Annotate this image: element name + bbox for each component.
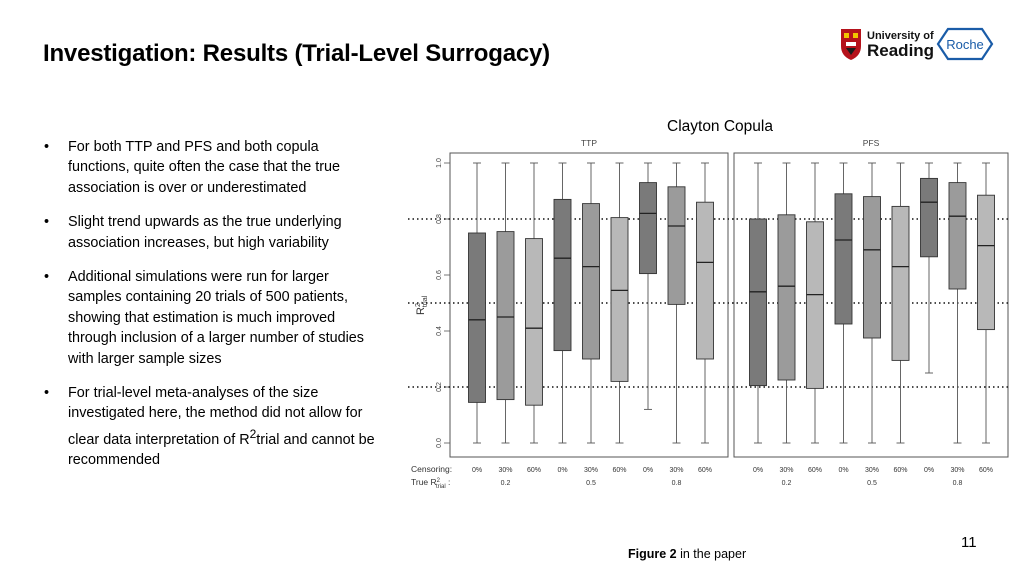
bullet-item: • For trial-level meta-analyses of the si… <box>44 383 384 470</box>
box <box>667 186 686 305</box>
box <box>977 194 995 331</box>
roche-text: Roche <box>946 37 984 52</box>
bullet-text: Additional simulations were run for larg… <box>68 269 364 367</box>
y-axis-label: R2trial <box>415 295 429 315</box>
university-name-line1: University of <box>867 30 934 42</box>
censoring-label: 60% <box>527 467 541 474</box>
bullet-text: Slight trend upwards as the true underly… <box>68 214 342 251</box>
true-r2-label: 0.8 <box>672 480 682 487</box>
y-tick-label: 0.0 <box>436 438 443 448</box>
true-r2-row-label: True R2 trial : <box>411 477 450 490</box>
box <box>891 205 910 361</box>
censoring-label: 0% <box>924 467 934 474</box>
censoring-label: 30% <box>498 467 512 474</box>
box <box>553 198 572 352</box>
bullet-dot: • <box>44 214 50 231</box>
y-axis-label-sup: 2 <box>415 303 422 307</box>
panel-title: TTP <box>581 138 597 148</box>
box <box>920 177 938 258</box>
censoring-label: 30% <box>584 467 598 474</box>
panel-frame <box>733 152 1009 458</box>
boxplot-chart: TTP PFS 0.0 0.2 0.4 0.6 0.8 1.0 R2trial Censoring… <box>408 138 1010 490</box>
censoring-label: 30% <box>669 467 683 474</box>
true-r2-colon: : <box>446 477 451 487</box>
bullet-dot: • <box>44 139 50 155</box>
censoring-label: 30% <box>779 467 793 474</box>
box <box>582 203 600 360</box>
bullet-text-pre: For trial-level meta-analyses of the siz… <box>68 385 363 448</box>
logos: University of Reading Roche <box>838 24 994 64</box>
box <box>948 182 967 290</box>
true-r2-label: 0.5 <box>586 480 596 487</box>
censoring-label: 0% <box>838 467 848 474</box>
bullet-text-post: trial and cannot be recommended <box>68 431 375 469</box>
panel-frame <box>449 152 729 458</box>
bullet-dot: • <box>44 385 50 402</box>
box <box>863 196 881 339</box>
panel-title: PFS <box>863 138 880 148</box>
box <box>806 221 824 389</box>
y-tick-label: 0.4 <box>436 326 443 336</box>
caption-figure-ref: Figure 2 <box>628 547 677 561</box>
page-number: 11 <box>961 534 977 551</box>
bullet-item: • Additional simulations were run for lar… <box>44 267 384 369</box>
box <box>525 238 543 406</box>
bullet-text: For both TTP and PFS and both copula fun… <box>68 139 341 196</box>
box <box>610 217 629 382</box>
chart-heading: Clayton Copula <box>667 118 773 135</box>
box <box>834 193 853 325</box>
censoring-label: 0% <box>643 467 653 474</box>
figure-caption: Figure 2 in the paper <box>628 547 746 561</box>
censoring-label: 30% <box>865 467 879 474</box>
bullet-item: • For both TTP and PFS and both copula fu… <box>44 137 384 198</box>
censoring-row-label: Censoring: <box>411 464 452 474</box>
true-r2-label: 0.2 <box>782 480 792 487</box>
censoring-label: 60% <box>698 467 712 474</box>
censoring-label: 0% <box>472 467 482 474</box>
box <box>777 214 796 381</box>
caption-text: in the paper <box>676 547 747 561</box>
true-r2-label: 0.2 <box>501 480 511 487</box>
y-tick-label: 1.0 <box>436 158 443 168</box>
slide-title: Investigation: Results (Trial-Level Surr… <box>43 40 550 67</box>
bullet-list: • For both TTP and PFS and both copula fu… <box>44 137 384 484</box>
censoring-label: 30% <box>950 467 964 474</box>
censoring-label: 60% <box>979 467 993 474</box>
y-tick-label: 0.6 <box>436 270 443 280</box>
bullet-dot: • <box>44 269 50 286</box>
box <box>468 232 486 403</box>
box <box>749 218 767 387</box>
box <box>496 231 515 401</box>
censoring-label: 60% <box>612 467 626 474</box>
censoring-label: 0% <box>557 467 567 474</box>
roche-logo: Roche <box>936 27 994 61</box>
true-r2-sup: 2 <box>437 478 441 484</box>
bullet-superscript: 2 <box>249 426 257 441</box>
true-r2-sub: trial <box>436 484 446 490</box>
true-r2-label: 0.8 <box>953 480 963 487</box>
university-crest-icon <box>841 29 861 60</box>
censoring-label: 60% <box>808 467 822 474</box>
box <box>696 201 714 360</box>
box <box>639 182 657 275</box>
university-name-line2: Reading <box>867 41 934 60</box>
bullet-item: • Slight trend upwards as the true underl… <box>44 212 384 253</box>
censoring-label: 60% <box>893 467 907 474</box>
y-axis-label-sub: trial <box>422 295 429 307</box>
true-r2-label: 0.5 <box>867 480 877 487</box>
censoring-label: 0% <box>753 467 763 474</box>
